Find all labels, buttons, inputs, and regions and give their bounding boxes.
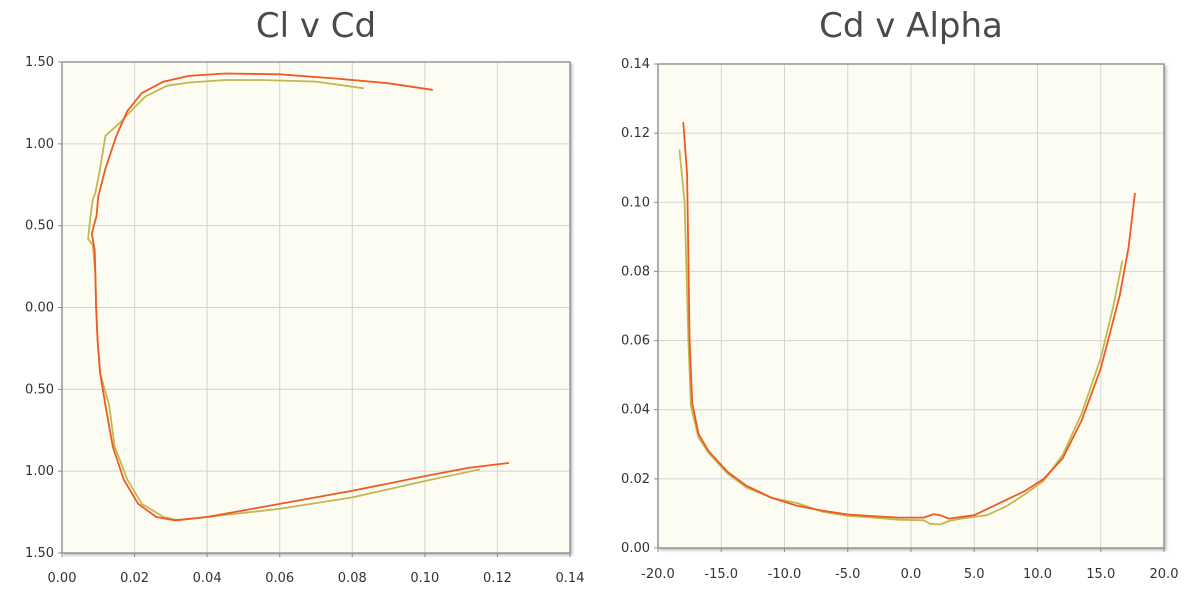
x-tick-label: 15.0 <box>1086 567 1115 582</box>
x-tick-label: 10.0 <box>1023 567 1052 582</box>
plot-frame <box>61 61 571 554</box>
chart-title-cl-v-cd: Cl v Cd <box>255 6 377 46</box>
y-tick-label: 1.00 <box>25 464 54 479</box>
cd-v-alpha-chart: -20.0 -15.0 -10.0 -5.0 0.0 5.0 10.0 15.0 20.0 0.0… <box>621 57 1178 582</box>
y-tick-label: 1.50 <box>25 55 54 70</box>
x-tick-label: 0.04 <box>193 571 222 586</box>
x-tick-label: 0.08 <box>338 571 367 586</box>
x-tick-label: -10.0 <box>768 567 802 582</box>
y-tick-label: 0.50 <box>25 382 54 397</box>
x-tick-label: 0.10 <box>410 571 439 586</box>
x-tick-label: 0.00 <box>48 571 77 586</box>
chart-title-cd-v-alpha: Cd v Alpha <box>819 6 1003 46</box>
cl-v-cd-chart: 0.00 0.02 0.04 0.06 0.08 0.10 0.12 0.14 1.50 1.00… <box>25 55 584 586</box>
series-line-1 <box>90 72 510 522</box>
x-tick-label: 5.0 <box>964 567 985 582</box>
y-tick-label: 1.00 <box>25 137 54 152</box>
y-tick-label: 0.00 <box>25 301 54 316</box>
x-tick-label: 0.12 <box>483 571 512 586</box>
y-tick-label: 0.06 <box>621 334 650 349</box>
y-tick-label: 0.04 <box>621 403 650 418</box>
x-tick-label: 0.14 <box>556 571 585 586</box>
x-tick-label: 20.0 <box>1150 567 1179 582</box>
y-tick-label: 0.08 <box>621 264 650 279</box>
series-line-1 <box>682 121 1136 520</box>
x-tick-label: -15.0 <box>704 567 738 582</box>
y-tick-label: 1.50 <box>25 546 54 561</box>
x-tick-label: -20.0 <box>641 567 675 582</box>
plot-frame <box>657 63 1165 549</box>
y-tick-label: 0.14 <box>621 57 650 72</box>
x-tick-label: 0.06 <box>265 571 294 586</box>
y-tick-label: 0.00 <box>621 541 650 556</box>
x-tick-label: 0.02 <box>120 571 149 586</box>
y-tick-label: 0.10 <box>621 195 650 210</box>
y-tick-label: 0.50 <box>25 219 54 234</box>
y-tick-label: 0.12 <box>621 126 650 141</box>
x-tick-label: -5.0 <box>835 567 860 582</box>
y-tick-label: 0.02 <box>621 472 650 487</box>
x-tick-label: 0.0 <box>901 567 922 582</box>
